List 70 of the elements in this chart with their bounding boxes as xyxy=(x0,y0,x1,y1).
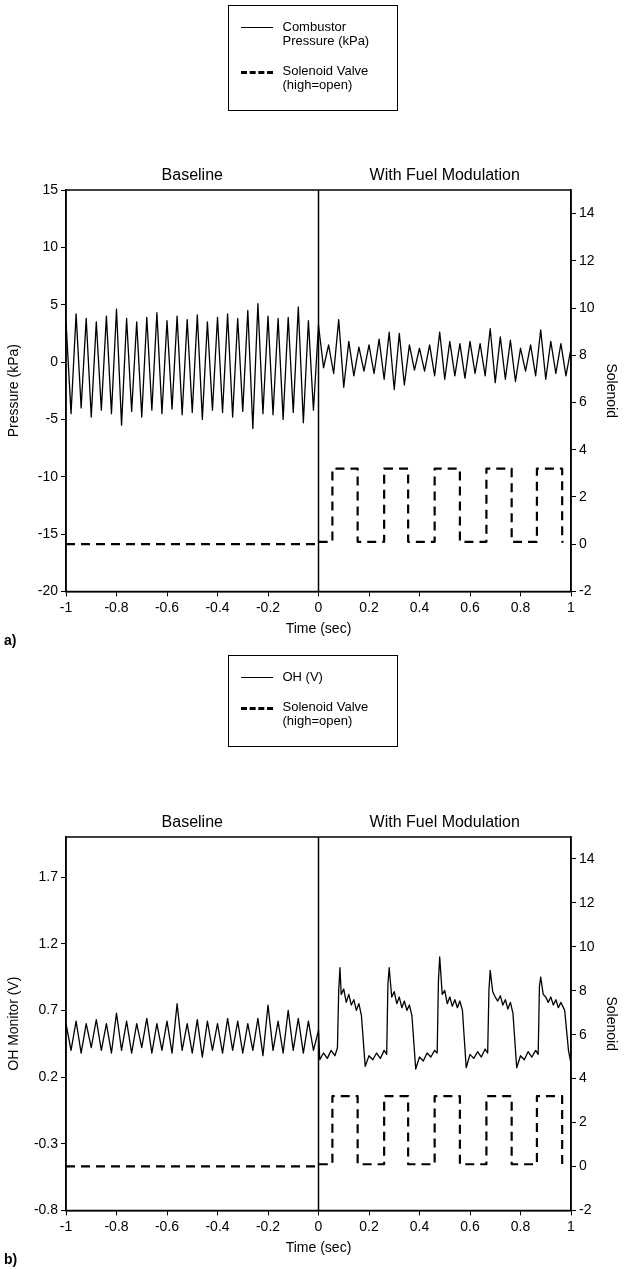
text: Baseline xyxy=(161,166,224,184)
y2-axis-title: Solenoid xyxy=(603,363,620,418)
y2-tick-label: 2 xyxy=(579,487,587,504)
y2-tick-label: 10 xyxy=(579,937,595,954)
text: With Fuel Modulation xyxy=(369,813,520,831)
y2-tick-label: 0 xyxy=(579,535,587,552)
y-axis-title: Pressure (kPa) xyxy=(5,344,22,438)
y2-tick-label: 4 xyxy=(579,1069,587,1086)
x-tick-label: -0.6 xyxy=(154,1217,180,1234)
x-tick-label: 0.2 xyxy=(359,598,379,615)
y2-tick-label: 8 xyxy=(579,346,587,363)
y-tick-label: -0.3 xyxy=(33,1134,59,1151)
y-tick-label: 0 xyxy=(50,352,59,369)
y2-tick-label: 4 xyxy=(579,440,587,457)
y-tick-label: -0.8 xyxy=(33,1201,59,1218)
legend-label: Combustor Pressure (kPa) xyxy=(282,19,371,48)
text: With Fuel Modulation xyxy=(369,166,520,184)
x-tick-label: -0.4 xyxy=(205,1217,230,1234)
x-axis-title: Time (sec) xyxy=(285,1239,352,1256)
y2-tick-label: -2 xyxy=(579,582,592,599)
legend-label: OH (V) xyxy=(282,669,324,684)
legend-label: Solenoid Valve (high=open) xyxy=(282,699,370,728)
y2-tick-label: -2 xyxy=(579,1201,592,1218)
y-tick-label: -15 xyxy=(37,524,59,541)
y2-axis-title: Solenoid xyxy=(603,996,620,1051)
y2-tick-label: 2 xyxy=(579,1113,587,1130)
text: b) xyxy=(4,1250,18,1267)
y-tick-label: -10 xyxy=(37,467,59,484)
y-tick-label: 1.7 xyxy=(38,867,59,884)
y-tick-label: -5 xyxy=(45,410,59,427)
text: a) xyxy=(4,631,17,648)
y2-tick-label: 14 xyxy=(579,204,595,221)
x-tick-label: 0.6 xyxy=(460,598,480,615)
x-tick-label: -0.4 xyxy=(205,598,230,615)
y-axis-title: OH Monitor (V) xyxy=(5,976,22,1071)
y2-tick-label: 14 xyxy=(579,849,595,866)
x-tick-label: 0.4 xyxy=(409,1217,430,1234)
y-tick-label: -20 xyxy=(37,582,59,599)
x-tick-label: 0.2 xyxy=(359,1217,379,1234)
y2-tick-label: 0 xyxy=(579,1157,587,1174)
x-tick-label: -0.2 xyxy=(255,598,281,615)
x-tick-label: 1 xyxy=(567,1217,576,1234)
legend-label: Solenoid Valve (high=open) xyxy=(282,63,370,92)
x-axis-title: Time (sec) xyxy=(285,620,352,637)
x-tick-label: 0.8 xyxy=(510,1217,531,1234)
x-tick-label: 0 xyxy=(314,1217,323,1234)
x-tick-label: 0.8 xyxy=(510,598,531,615)
y-tick-label: 0.2 xyxy=(38,1067,59,1084)
y-tick-label: 1.2 xyxy=(38,934,59,951)
y2-tick-label: 8 xyxy=(579,981,587,998)
x-tick-label: -1 xyxy=(59,598,73,615)
x-tick-label: 1 xyxy=(567,598,576,615)
y2-tick-label: 12 xyxy=(579,893,595,910)
x-tick-label: -1 xyxy=(59,1217,73,1234)
y-tick-label: 10 xyxy=(42,238,59,255)
x-tick-label: 0.4 xyxy=(409,598,430,615)
x-tick-label: -0.8 xyxy=(104,1217,129,1234)
x-tick-label: -0.8 xyxy=(104,598,129,615)
text: Baseline xyxy=(161,813,224,831)
y-tick-label: 0.7 xyxy=(38,1001,59,1018)
x-tick-label: 0 xyxy=(314,598,323,615)
y-tick-label: 5 xyxy=(50,295,59,312)
x-tick-label: -0.6 xyxy=(154,598,180,615)
x-tick-label: -0.2 xyxy=(255,1217,281,1234)
y2-tick-label: 6 xyxy=(579,393,587,410)
x-tick-label: 0.6 xyxy=(460,1217,480,1234)
y2-tick-label: 6 xyxy=(579,1025,587,1042)
y2-tick-label: 10 xyxy=(579,298,595,315)
y-tick-label: 15 xyxy=(42,180,59,197)
y2-tick-label: 12 xyxy=(579,251,595,268)
